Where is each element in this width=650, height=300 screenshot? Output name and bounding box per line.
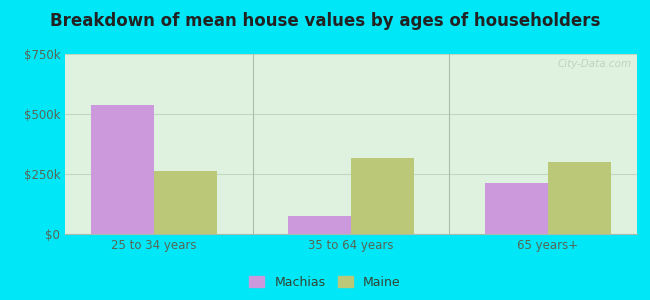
Text: City-Data.com: City-Data.com — [557, 59, 631, 69]
Text: Breakdown of mean house values by ages of householders: Breakdown of mean house values by ages o… — [50, 12, 600, 30]
Bar — [288, 216, 351, 234]
Legend: Machias, Maine: Machias, Maine — [244, 271, 406, 294]
Bar — [91, 105, 154, 234]
Bar — [485, 183, 548, 234]
Bar — [548, 162, 611, 234]
Bar — [351, 158, 414, 234]
Bar — [154, 171, 217, 234]
